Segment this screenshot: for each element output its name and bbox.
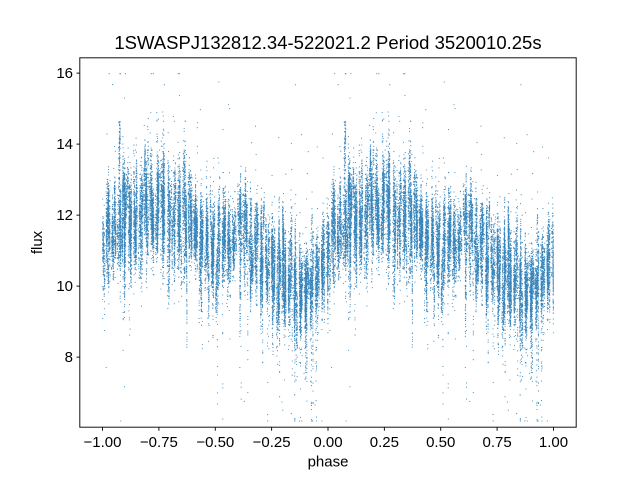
svg-text:10: 10 bbox=[56, 278, 73, 295]
svg-text:−0.50: −0.50 bbox=[196, 434, 234, 451]
svg-text:−1.00: −1.00 bbox=[84, 434, 122, 451]
svg-text:1.00: 1.00 bbox=[539, 434, 568, 451]
svg-text:14: 14 bbox=[56, 136, 73, 153]
svg-text:12: 12 bbox=[56, 207, 73, 224]
svg-text:0.25: 0.25 bbox=[370, 434, 399, 451]
svg-text:16: 16 bbox=[56, 65, 73, 82]
svg-text:1SWASPJ132812.34-522021.2 Peri: 1SWASPJ132812.34-522021.2 Period 3520010… bbox=[114, 32, 541, 53]
svg-text:0.75: 0.75 bbox=[482, 434, 511, 451]
svg-text:flux: flux bbox=[29, 230, 46, 254]
svg-text:−0.75: −0.75 bbox=[140, 434, 178, 451]
svg-text:0.00: 0.00 bbox=[313, 434, 342, 451]
svg-text:phase: phase bbox=[308, 454, 349, 471]
svg-text:−0.25: −0.25 bbox=[253, 434, 291, 451]
svg-text:8: 8 bbox=[65, 349, 73, 366]
svg-text:0.50: 0.50 bbox=[426, 434, 455, 451]
